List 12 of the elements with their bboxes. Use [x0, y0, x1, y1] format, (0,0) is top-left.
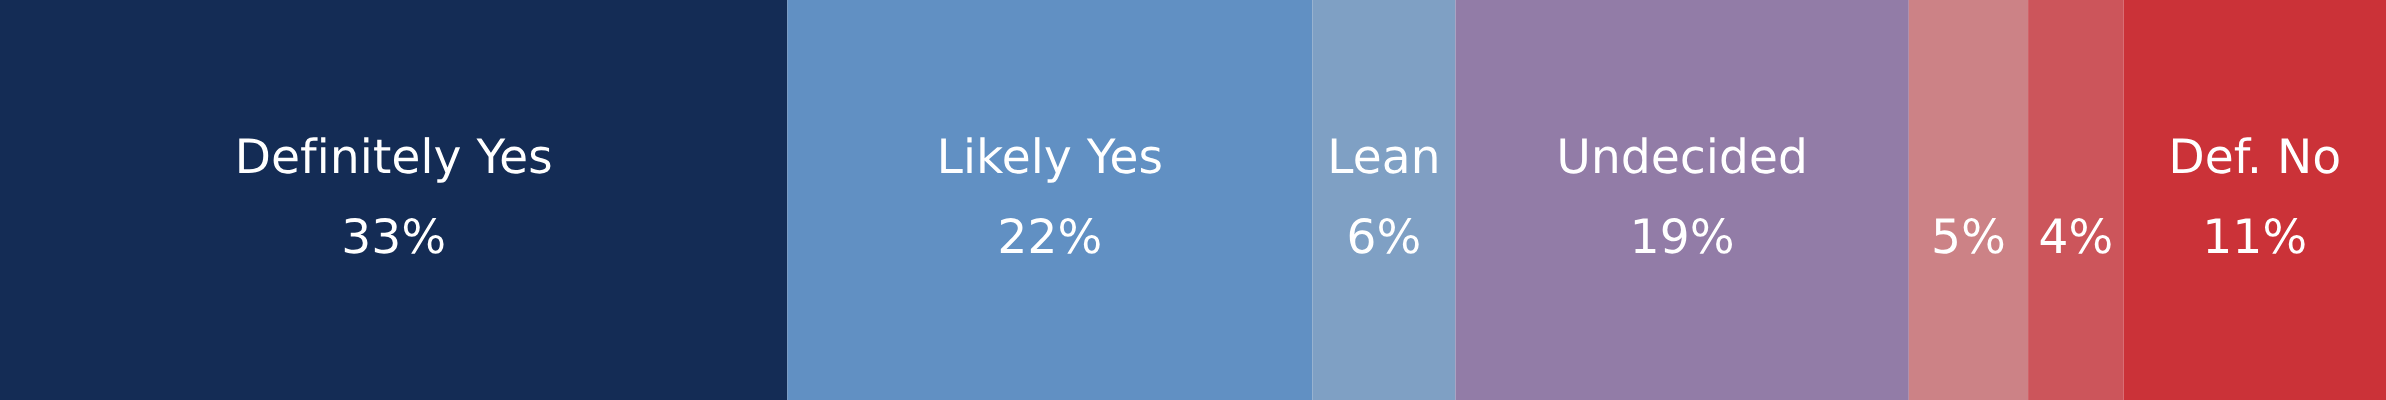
data-label: 33%: [344, 217, 444, 254]
data-label: 11%: [2207, 217, 2305, 254]
data-label: 4%: [2040, 217, 2111, 254]
series-label: Def. No: [2172, 137, 2339, 174]
series-label: Likely Yes: [941, 137, 1161, 183]
data-label: 22%: [1000, 217, 1100, 254]
data-label: 5%: [1934, 217, 2004, 254]
series-label: Lean: [1331, 138, 1437, 174]
series-label: Definitely Yes: [239, 137, 551, 183]
data-label: 6%: [1349, 217, 1419, 254]
data-label: 19%: [1634, 217, 1732, 254]
series-label: Undecided: [1560, 137, 1804, 174]
